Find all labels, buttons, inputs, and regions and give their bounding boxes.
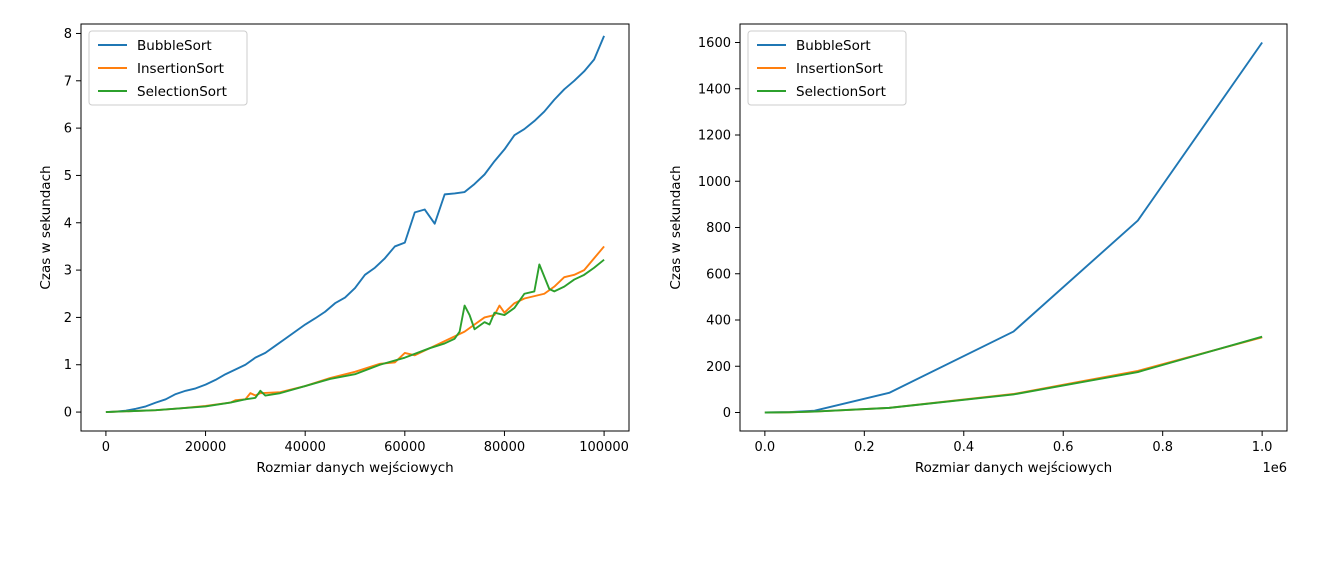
legend-label: InsertionSort	[796, 61, 883, 77]
series-line-selectionsort	[105, 258, 605, 414]
x-offset-label: 1e6	[1262, 461, 1287, 476]
y-axis-label: Czas w sekundach	[38, 165, 54, 289]
y-tick-label: 1600	[698, 36, 731, 51]
legend-label: SelectionSort	[796, 84, 886, 100]
legend-box	[747, 30, 907, 106]
y-tick-label: 4	[64, 216, 72, 231]
y-tick-label: 0	[64, 406, 72, 421]
y-tick-label: 600	[706, 267, 731, 282]
x-tick-label: 0.8	[1152, 440, 1173, 455]
legend-box	[88, 30, 248, 106]
x-tick-label: 0.2	[854, 440, 875, 455]
x-tick-label: 40000	[285, 440, 326, 455]
x-tick-label: 20000	[185, 440, 226, 455]
series-line-bubblesort	[105, 35, 605, 414]
y-tick-label: 6	[64, 122, 72, 137]
y-tick-label: 1200	[698, 129, 731, 144]
series-line-selectionsort	[764, 335, 1263, 414]
x-axis-label: Rozmiar danych wejściowych	[256, 460, 453, 476]
y-tick-label: 5	[64, 169, 72, 184]
series-group	[764, 41, 1263, 414]
y-tick-label: 200	[706, 360, 731, 375]
plot-frame	[80, 23, 630, 432]
y-tick-label: 2	[64, 311, 72, 326]
y-axis-label: Czas w sekundach	[668, 165, 684, 289]
x-tick-label: 80000	[484, 440, 525, 455]
x-tick-label: 1.0	[1252, 440, 1273, 455]
y-tick-label: 8	[64, 27, 72, 42]
series-line-insertionsort	[764, 336, 1263, 414]
chart-right: 0.0 0.2 0.4 0.6 0.8 1.0 0 200 400 600 800 1000 1200 1…	[668, 23, 1288, 476]
x-tick-label: 100000	[579, 440, 629, 455]
x-tick-label: 0.6	[1053, 440, 1074, 455]
legend-label: BubbleSort	[796, 38, 871, 54]
chart-left: 0 20000 40000 60000 80000 100000 0 1 2 3 4 5 6 7 8 Rozm…	[38, 23, 630, 476]
y-tick-label: 1	[64, 358, 72, 373]
legend-label: InsertionSort	[137, 61, 224, 77]
y-tick-label: 7	[64, 74, 72, 89]
y-tick-label: 800	[706, 221, 731, 236]
legend-label: BubbleSort	[137, 38, 212, 54]
x-tick-label: 0	[102, 440, 110, 455]
series-group	[105, 35, 605, 414]
x-tick-label: 0.4	[953, 440, 974, 455]
x-tick-label: 60000	[384, 440, 425, 455]
y-tick-label: 1000	[698, 175, 731, 190]
series-line-insertionsort	[105, 245, 605, 414]
legend-label: SelectionSort	[137, 84, 227, 100]
y-tick-label: 1400	[698, 82, 731, 97]
y-tick-label: 400	[706, 314, 731, 329]
y-tick-label: 0	[723, 406, 731, 421]
x-tick-label: 0.0	[755, 440, 776, 455]
y-tick-label: 3	[64, 264, 72, 279]
x-axis-label: Rozmiar danych wejściowych	[915, 460, 1112, 476]
